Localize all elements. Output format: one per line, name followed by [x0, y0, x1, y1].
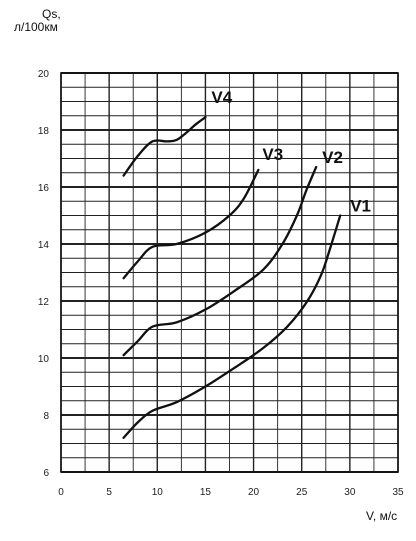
y-axis-title-line-2: л/100км — [14, 20, 58, 35]
series-label-v4: V4 — [211, 88, 232, 107]
y-tick-label: 12 — [38, 297, 50, 308]
series-label-v1: V1 — [350, 197, 371, 216]
series-line-v1 — [122, 214, 342, 439]
y-tick-label: 8 — [43, 411, 49, 422]
series-label-v2: V2 — [322, 148, 343, 167]
x-tick-label: 0 — [58, 487, 64, 498]
series-line-v2 — [122, 165, 318, 357]
plot-frame — [60, 72, 399, 473]
x-tick-label: 10 — [152, 487, 164, 498]
y-tick-label: 16 — [38, 183, 50, 194]
y-tick-label: 20 — [38, 69, 50, 80]
x-tick-label: 5 — [106, 487, 112, 498]
y-tick-label: 10 — [38, 354, 50, 365]
grid — [60, 72, 399, 473]
series-label-v3: V3 — [262, 145, 283, 164]
series-line-v4 — [122, 116, 207, 177]
x-tick-label: 25 — [296, 487, 308, 498]
x-tick-label: 20 — [248, 487, 260, 498]
x-tick-label: 35 — [392, 487, 404, 498]
y-tick-label: 14 — [38, 240, 50, 251]
series-line-v3 — [122, 168, 260, 280]
y-tick-label: 6 — [43, 468, 49, 479]
x-tick-label: 15 — [200, 487, 212, 498]
x-tick-label: 30 — [344, 487, 356, 498]
y-tick-label: 18 — [38, 126, 50, 137]
x-axis-title: V, м/с — [366, 509, 398, 523]
y-axis-title-line-1: Qs, — [42, 7, 61, 21]
y-axis-title: Qs, л/100км — [14, 7, 61, 34]
